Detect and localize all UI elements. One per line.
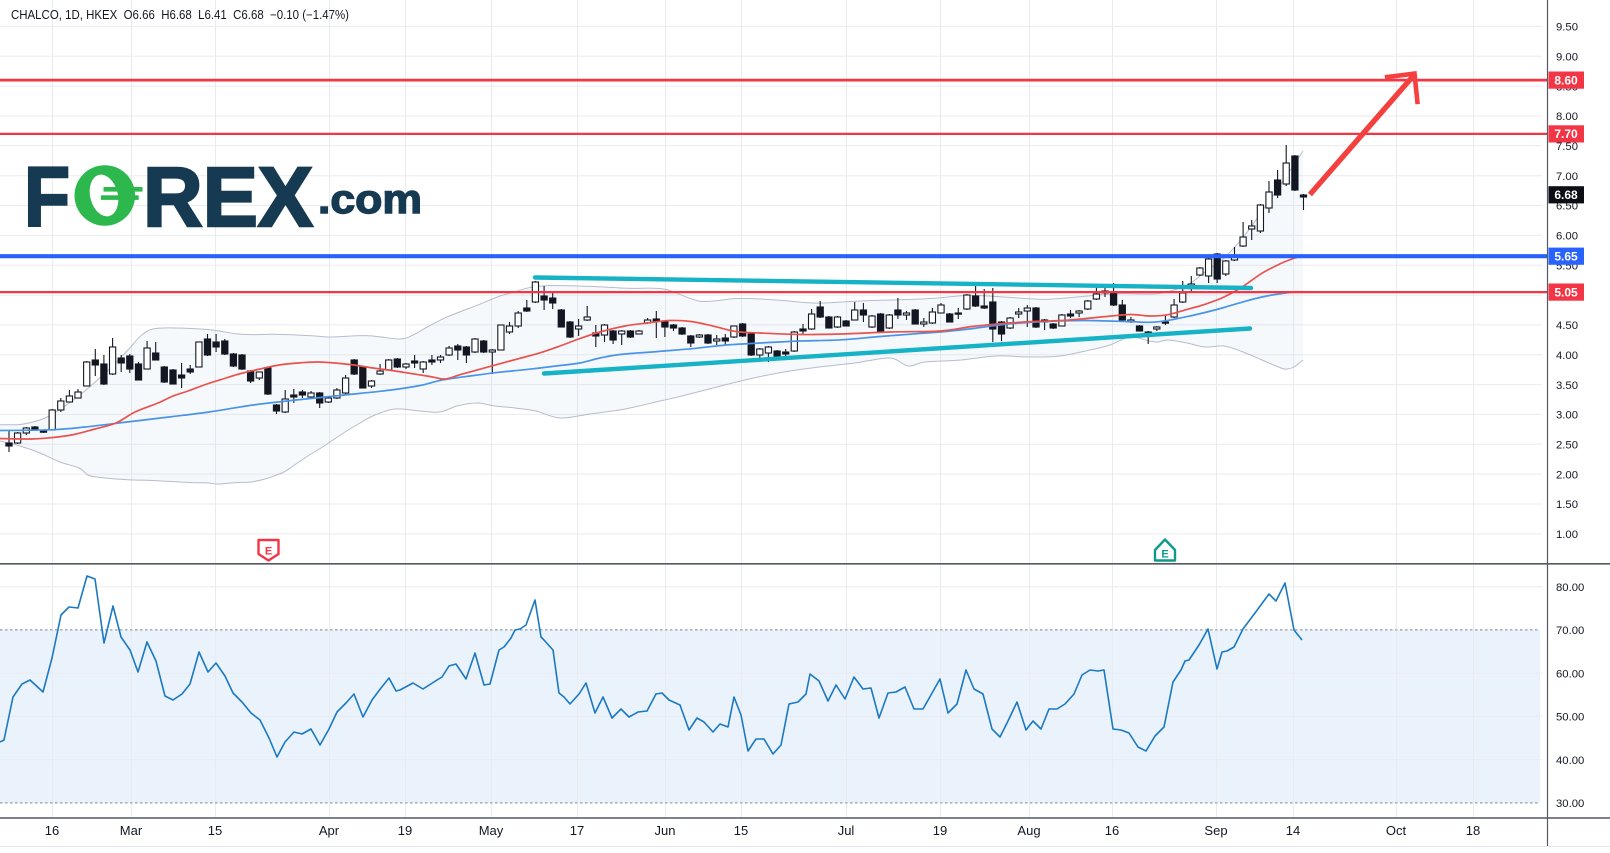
svg-text:1.00: 1.00	[1556, 529, 1578, 541]
svg-text:8.00: 8.00	[1556, 111, 1578, 123]
svg-text:5.05: 5.05	[1554, 285, 1578, 299]
svg-text:19: 19	[398, 823, 412, 838]
svg-text:6.68: 6.68	[1554, 188, 1578, 202]
svg-text:E: E	[265, 546, 272, 558]
svg-text:16: 16	[45, 823, 59, 838]
svg-text:80.00: 80.00	[1556, 582, 1584, 594]
svg-text:2.00: 2.00	[1556, 469, 1578, 481]
svg-text:CHALCO, 1D, HKEX O6.66 H6.68: CHALCO, 1D, HKEX O6.66 H6.68 L6.41 C6.68…	[11, 8, 349, 22]
svg-text:Apr: Apr	[319, 823, 340, 838]
svg-text:7.00: 7.00	[1556, 171, 1578, 183]
svg-text:Sep: Sep	[1204, 823, 1227, 838]
svg-text:9.50: 9.50	[1556, 22, 1578, 34]
svg-text:70.00: 70.00	[1556, 625, 1584, 637]
svg-text:3.50: 3.50	[1556, 380, 1578, 392]
svg-text:40.00: 40.00	[1556, 755, 1584, 767]
svg-text:Jul: Jul	[838, 823, 855, 838]
svg-text:E: E	[1161, 549, 1168, 561]
svg-text:REX: REX	[143, 150, 313, 244]
svg-text:8.60: 8.60	[1554, 73, 1578, 87]
svg-text:F: F	[24, 150, 70, 244]
svg-text:17: 17	[570, 823, 584, 838]
svg-text:Aug: Aug	[1017, 823, 1040, 838]
svg-text:16: 16	[1105, 823, 1119, 838]
svg-text:15: 15	[734, 823, 748, 838]
svg-text:Jun: Jun	[655, 823, 676, 838]
svg-text:30.00: 30.00	[1556, 798, 1584, 810]
svg-text:4.50: 4.50	[1556, 320, 1578, 332]
svg-text:14: 14	[1286, 823, 1300, 838]
svg-text:6.00: 6.00	[1556, 231, 1578, 243]
svg-text:1.50: 1.50	[1556, 499, 1578, 511]
svg-text:May: May	[479, 823, 504, 838]
svg-text:.com: .com	[318, 176, 422, 222]
svg-text:15: 15	[208, 823, 222, 838]
svg-text:5.65: 5.65	[1554, 250, 1578, 264]
svg-text:7.70: 7.70	[1554, 127, 1578, 141]
svg-text:4.00: 4.00	[1556, 350, 1578, 362]
svg-text:6.50: 6.50	[1556, 201, 1578, 213]
svg-text:2.50: 2.50	[1556, 440, 1578, 452]
svg-text:3.00: 3.00	[1556, 410, 1578, 422]
svg-text:Mar: Mar	[120, 823, 143, 838]
svg-text:19: 19	[933, 823, 947, 838]
svg-text:60.00: 60.00	[1556, 668, 1584, 680]
svg-text:7.50: 7.50	[1556, 141, 1578, 153]
svg-text:18: 18	[1466, 823, 1480, 838]
svg-text:50.00: 50.00	[1556, 712, 1584, 724]
svg-text:9.00: 9.00	[1556, 52, 1578, 64]
svg-text:Oct: Oct	[1386, 823, 1407, 838]
